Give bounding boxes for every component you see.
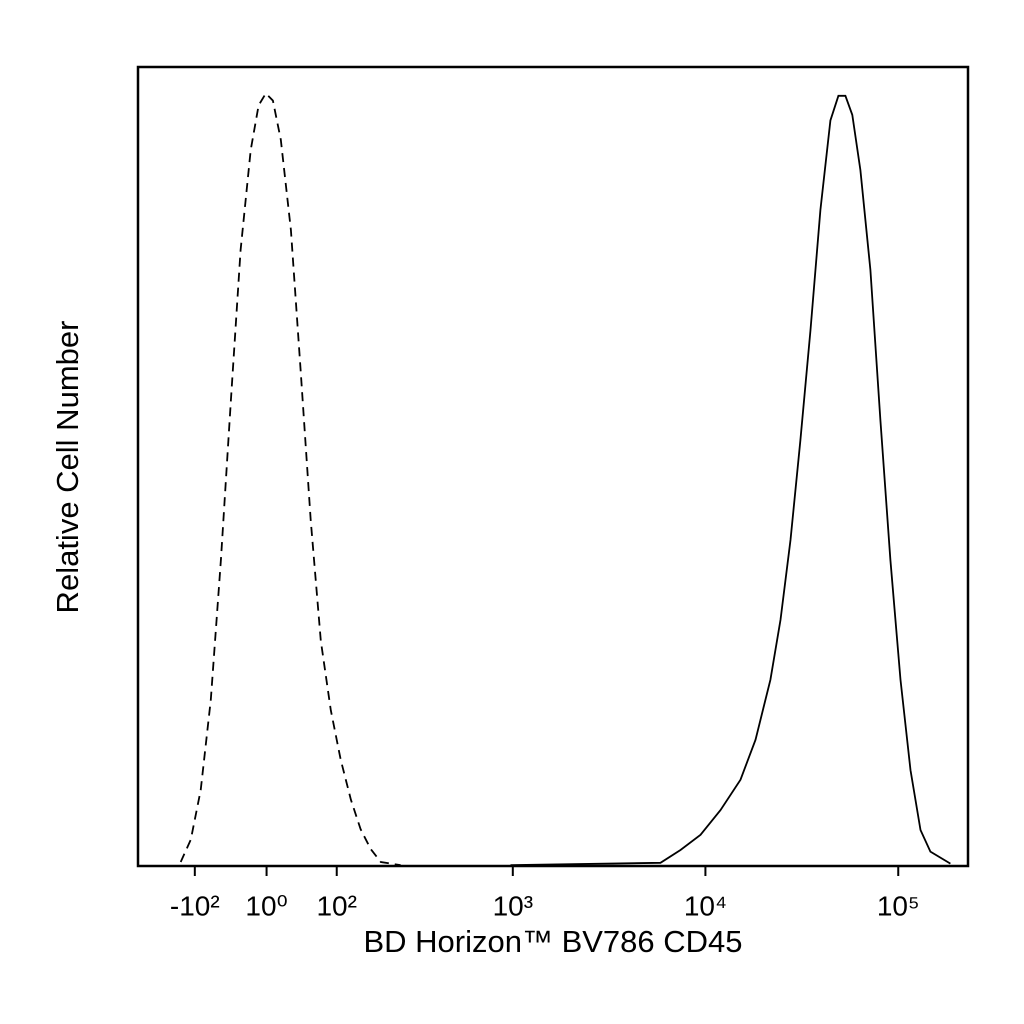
x-tick-label: 10⁰ — [245, 890, 287, 921]
x-tick-label: 10⁵ — [877, 890, 920, 921]
y-axis-label: Relative Cell Number — [50, 321, 85, 614]
histogram-line — [179, 91, 401, 867]
plot-frame — [136, 65, 970, 868]
x-tick-label: 10⁴ — [684, 890, 727, 921]
histogram-line — [510, 94, 951, 867]
x-tick-label: -10² — [170, 890, 220, 921]
x-tick-label: 10² — [316, 890, 356, 921]
x-axis-label: BD Horizon™ BV786 CD45 — [363, 924, 742, 959]
x-tick-label: 10³ — [493, 890, 533, 921]
